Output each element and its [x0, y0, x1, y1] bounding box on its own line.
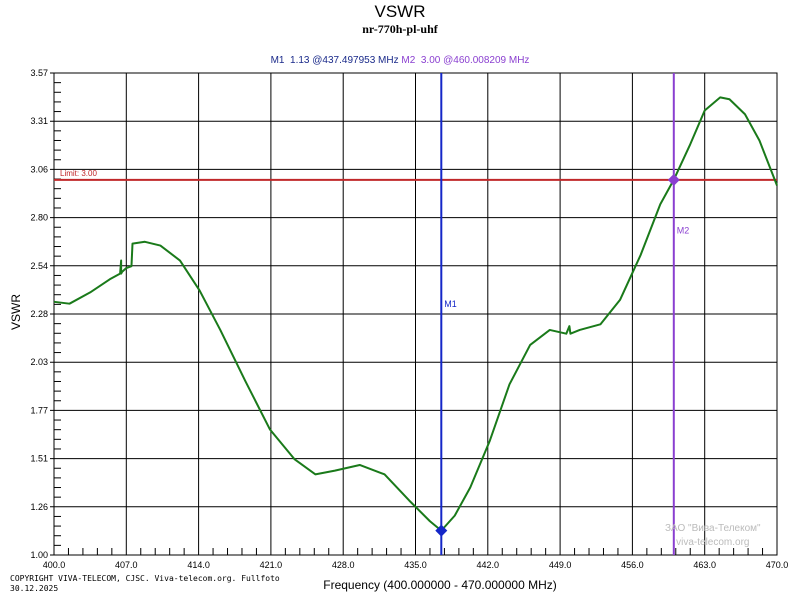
marker-diamond-m2 [667, 173, 680, 186]
x-tick-label: 414.0 [187, 560, 210, 570]
y-tick-label: 2.54 [30, 261, 48, 271]
m1-readout: M1 1.13 @437.497953 MHz [270, 55, 399, 66]
y-tick-label: 1.51 [30, 454, 48, 464]
x-axis-label: Frequency (400.000000 - 470.000000 MHz) [323, 578, 557, 592]
x-tick-label: 456.0 [621, 560, 644, 570]
y-tick-label: 3.31 [30, 116, 48, 126]
vswr-trace [53, 96, 778, 532]
chart-title: VSWR [374, 2, 426, 21]
copyright-text: COPYRIGHT VIVA-TELECOM, CJSC. Viva-telec… [10, 574, 280, 593]
x-tick-label: 470.0 [766, 560, 789, 570]
y-tick-label: 3.57 [30, 68, 48, 78]
marker-diamond-m1 [435, 524, 448, 537]
y-tick-label: 1.00 [30, 550, 48, 560]
y-axis-label: VSWR [9, 294, 23, 330]
watermark: ЗАО "Вива-Телеком" viva-telecom.org [665, 523, 761, 548]
y-tick-label: 1.26 [30, 502, 48, 512]
x-tick-label: 400.0 [43, 560, 66, 570]
x-tick-label: 421.0 [260, 560, 283, 570]
marker-readout: M1 1.13 @437.497953 MHz M2 3.00 @460.008… [0, 55, 800, 66]
y-tick-label: 2.03 [30, 357, 48, 367]
x-tick-label: 463.0 [693, 560, 716, 570]
y-tick-label: 3.06 [30, 164, 48, 174]
marker-label-m2: M2 [677, 225, 690, 235]
x-tick-label: 442.0 [477, 560, 500, 570]
chart-subtitle: nr-770h-pl-uhf [362, 22, 438, 36]
y-tick-label: 1.77 [30, 405, 48, 415]
limit-label: Limit: 3.00 [60, 169, 97, 178]
m2-readout: M2 3.00 @460.008209 MHz [401, 55, 530, 66]
y-tick-label: 2.80 [30, 213, 48, 223]
x-tick-label: 435.0 [404, 560, 427, 570]
x-tick-label: 449.0 [549, 560, 572, 570]
marker-label-m1: M1 [444, 299, 457, 309]
x-tick-label: 428.0 [332, 560, 355, 570]
y-tick-label: 2.28 [30, 309, 48, 319]
x-tick-label: 407.0 [115, 560, 138, 570]
